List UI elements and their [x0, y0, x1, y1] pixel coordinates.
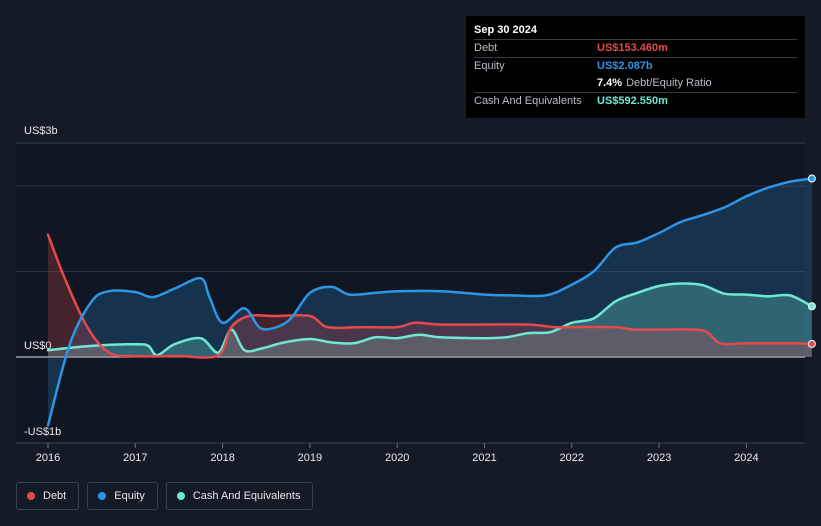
x-tick-label: 2019	[298, 452, 322, 464]
tooltip-ratio-spacer	[474, 75, 597, 92]
y-tick-label: -US$1b	[24, 426, 61, 438]
equity-dot-icon	[98, 492, 107, 500]
x-tick-label: 2020	[385, 452, 409, 464]
tooltip-ratio-value: 7.4%	[597, 77, 623, 89]
legend-debt-label: Debt	[43, 490, 67, 502]
tooltip-equity-row: Equity US$2.087b	[474, 57, 797, 75]
tooltip-debt-label: Debt	[474, 42, 498, 54]
debt-dot-icon	[27, 492, 35, 500]
x-tick-label: 2023	[647, 452, 671, 464]
end-point-cash	[807, 302, 816, 311]
series-line-equity	[46, 177, 814, 427]
legend-equity-label: Equity	[114, 490, 145, 502]
legend-cash-label: Cash And Equivalents	[192, 490, 301, 502]
legend-item-debt[interactable]: Debt	[16, 482, 80, 510]
y-tick-label: US$3b	[24, 125, 58, 137]
x-tick-label: 2022	[560, 452, 584, 464]
x-axis-ticks: 2016 2017 2018 2019 2020 2021 2022 2023 2024	[36, 443, 759, 464]
grid-lines	[16, 142, 805, 444]
series-fill-debt	[48, 234, 812, 358]
x-tick-label: 2021	[472, 452, 496, 464]
tooltip-ratio-row: 7.4% Debt/Equity Ratio	[474, 75, 797, 92]
tooltip-cash-label: Cash And Equivalents	[474, 95, 582, 107]
end-point-equity	[807, 174, 816, 183]
tooltip-panel: Sep 30 2024 Debt US$153.460m Equity US$2…	[466, 16, 805, 118]
tooltip-date: Sep 30 2024	[474, 24, 537, 36]
legend-item-equity[interactable]: Equity	[87, 482, 158, 510]
legend: Debt Equity Cash And Equivalents	[16, 482, 314, 510]
tooltip-debt-value: US$153.460m	[597, 42, 668, 54]
x-tick-label: 2017	[123, 452, 147, 464]
x-tick-label: 2024	[734, 452, 758, 464]
x-tick-label: 2018	[210, 452, 234, 464]
tooltip-equity-value: US$2.087b	[597, 60, 653, 72]
tooltip-cash-row: Cash And Equivalents US$592.550m	[474, 92, 797, 110]
tooltip-debt-row: Debt US$153.460m	[474, 39, 797, 57]
tooltip-cash-value: US$592.550m	[597, 95, 668, 107]
legend-item-cash[interactable]: Cash And Equivalents	[165, 482, 314, 510]
series-fill-equity	[48, 178, 812, 426]
cash-dot-icon	[176, 492, 185, 500]
plot-area	[16, 143, 805, 443]
series-fills	[48, 178, 812, 426]
series-fill-cash	[48, 283, 812, 357]
tooltip-ratio-label: Debt/Equity Ratio	[626, 77, 712, 89]
tooltip-equity-label: Equity	[474, 60, 505, 72]
y-tick-label: US$0	[24, 340, 52, 352]
end-point-debt	[807, 339, 816, 348]
series-lines	[46, 177, 814, 427]
series-line-debt	[46, 233, 814, 359]
series-line-cash	[46, 282, 814, 357]
y-axis-labels: US$3b US$0 -US$1b	[24, 125, 61, 438]
x-tick-label: 2016	[36, 452, 60, 464]
series-end-markers	[807, 174, 816, 348]
